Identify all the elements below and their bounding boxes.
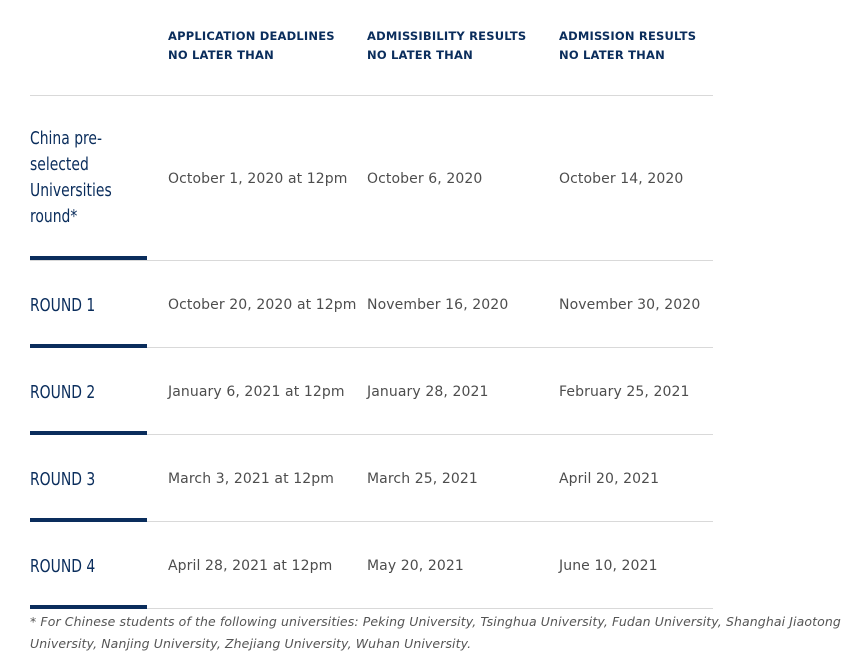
column-header-line: NO LATER THAN — [367, 48, 473, 62]
table-row: ROUND 1 October 20, 2020 at 12pm Novembe… — [0, 261, 868, 348]
row-accent-bar — [30, 431, 147, 435]
row-accent-bar — [30, 605, 147, 609]
column-header-line: ADMISSIBILITY RESULTS — [367, 29, 527, 43]
application-deadline: March 3, 2021 at 12pm — [168, 471, 334, 487]
row-label-round-1: ROUND 1 — [30, 293, 131, 319]
row-label-china-preselected: China pre- selected Universities round* — [30, 126, 131, 230]
admissibility-date: March 25, 2021 — [367, 471, 478, 487]
column-header-application-deadlines: APPLICATION DEADLINES NO LATER THAN — [168, 27, 335, 65]
admissibility-date: January 28, 2021 — [367, 384, 489, 400]
footnote-line: * For Chinese students of the following … — [30, 614, 841, 629]
header-divider — [30, 95, 713, 96]
row-divider — [30, 260, 713, 261]
row-divider — [30, 347, 713, 348]
row-label-line: ROUND 4 — [30, 556, 96, 577]
application-deadline: April 28, 2021 at 12pm — [168, 558, 333, 574]
admissibility-date: May 20, 2021 — [367, 558, 464, 574]
admission-date: April 20, 2021 — [559, 471, 660, 487]
admission-date: June 10, 2021 — [559, 558, 658, 574]
table-row: ROUND 4 April 28, 2021 at 12pm May 20, 2… — [0, 522, 868, 609]
row-label-round-4: ROUND 4 — [30, 554, 131, 580]
table-row: China pre- selected Universities round* … — [0, 96, 868, 261]
admissibility-date: November 16, 2020 — [367, 297, 509, 313]
row-divider — [30, 521, 713, 522]
row-label-round-3: ROUND 3 — [30, 467, 131, 493]
column-header-line: APPLICATION DEADLINES — [168, 29, 335, 43]
row-label-line: Universities — [30, 180, 112, 201]
table-header: APPLICATION DEADLINES NO LATER THAN ADMI… — [0, 27, 868, 87]
application-deadline: October 1, 2020 at 12pm — [168, 171, 348, 187]
column-header-line: ADMISSION RESULTS — [559, 29, 697, 43]
row-label-line: round* — [30, 206, 78, 227]
row-label-line: ROUND 3 — [30, 469, 96, 490]
table-row: ROUND 2 January 6, 2021 at 12pm January … — [0, 348, 868, 435]
row-label-round-2: ROUND 2 — [30, 380, 131, 406]
admissibility-date: October 6, 2020 — [367, 171, 483, 187]
column-header-admissibility-results: ADMISSIBILITY RESULTS NO LATER THAN — [367, 27, 526, 65]
column-header-line: NO LATER THAN — [559, 48, 665, 62]
row-accent-bar — [30, 344, 147, 348]
admission-date: November 30, 2020 — [559, 297, 701, 313]
admission-date: February 25, 2021 — [559, 384, 690, 400]
row-divider — [30, 434, 713, 435]
column-header-admission-results: ADMISSION RESULTS NO LATER THAN — [559, 27, 696, 65]
row-label-line: China pre- — [30, 128, 103, 149]
row-divider — [30, 608, 713, 609]
application-deadline: January 6, 2021 at 12pm — [168, 384, 345, 400]
row-label-line: ROUND 2 — [30, 382, 96, 403]
row-label-line: selected — [30, 154, 89, 175]
table-row: ROUND 3 March 3, 2021 at 12pm March 25, … — [0, 435, 868, 522]
row-accent-bar — [30, 256, 147, 260]
column-header-line: NO LATER THAN — [168, 48, 274, 62]
admission-date: October 14, 2020 — [559, 171, 684, 187]
footnote: * For Chinese students of the following … — [30, 611, 860, 655]
application-deadline: October 20, 2020 at 12pm — [168, 297, 357, 313]
row-label-line: ROUND 1 — [30, 295, 96, 316]
row-accent-bar — [30, 518, 147, 522]
footnote-line: University, Nanjing University, Zhejiang… — [30, 636, 472, 651]
